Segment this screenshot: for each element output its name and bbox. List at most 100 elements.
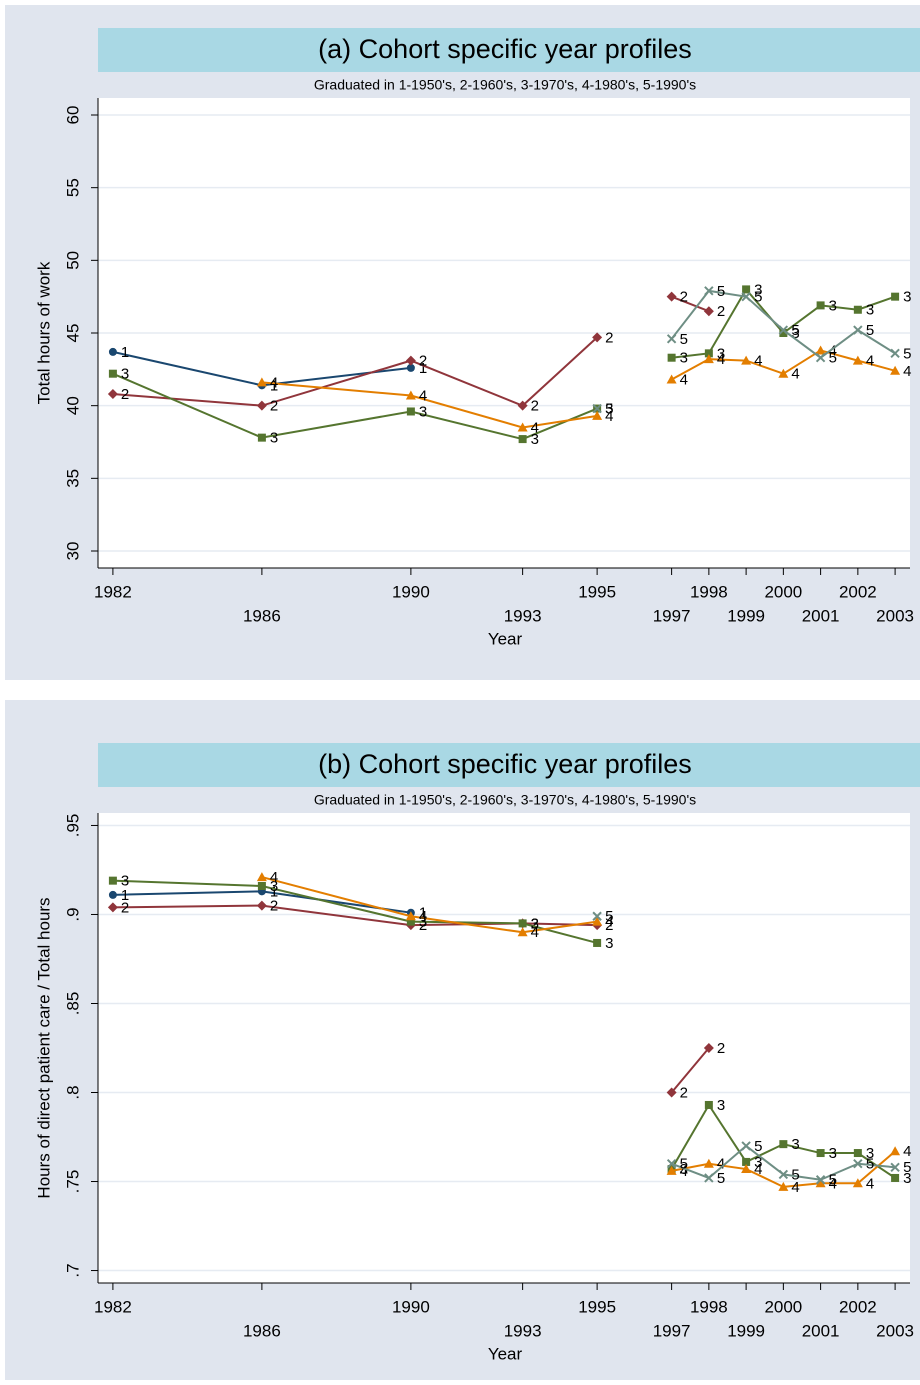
point-label: 2 <box>680 289 688 306</box>
x-tick-label: 1995 <box>578 1297 616 1316</box>
point <box>890 365 901 375</box>
point-label: 2 <box>419 353 427 370</box>
point <box>592 911 602 921</box>
x-tick-label: 1993 <box>504 606 542 625</box>
point <box>517 400 528 411</box>
point <box>704 286 714 296</box>
point <box>108 890 117 899</box>
point-label: 3 <box>866 1145 874 1162</box>
point-label: 2 <box>270 398 278 415</box>
point-label: 3 <box>121 366 129 383</box>
chart-title: (b) Cohort specific year profiles <box>318 749 692 779</box>
point-label: 1 <box>419 905 427 922</box>
point <box>667 353 676 362</box>
point-label: 4 <box>717 1156 725 1173</box>
y-tick-label: .75 <box>63 1170 82 1194</box>
y-tick-label: 55 <box>63 178 82 197</box>
point-label: 4 <box>531 419 539 436</box>
x-tick-label: 2000 <box>764 1297 802 1316</box>
point <box>815 345 826 355</box>
x-tick-label: 1995 <box>578 582 616 601</box>
point <box>517 927 528 937</box>
point-label: 5 <box>903 1159 911 1176</box>
point <box>815 1178 826 1188</box>
point <box>778 368 789 378</box>
point <box>518 919 527 928</box>
point <box>815 1175 826 1185</box>
point <box>703 354 714 364</box>
point-label: 3 <box>903 1170 911 1187</box>
x-tick-label: 1993 <box>504 1321 542 1340</box>
point <box>704 1173 714 1183</box>
x-tick-label: 1998 <box>690 1297 728 1316</box>
point-label: 4 <box>829 1175 837 1192</box>
point <box>108 369 117 378</box>
point <box>815 352 826 363</box>
point <box>741 1141 751 1151</box>
y-axis-title: Hours of direct patient care / Total hou… <box>34 897 53 1198</box>
point-label: 4 <box>754 1161 762 1178</box>
point <box>890 1162 900 1172</box>
x-tick-label: 1998 <box>690 582 728 601</box>
point <box>256 400 267 411</box>
point-label: 4 <box>419 387 427 404</box>
point <box>778 1169 789 1180</box>
point-label: 2 <box>121 899 129 916</box>
point-label: 4 <box>829 342 837 359</box>
point-label: 3 <box>717 1097 725 1114</box>
point-label: 5 <box>717 283 725 300</box>
point <box>666 1087 677 1098</box>
point-label: 4 <box>680 1163 688 1180</box>
point-label: 3 <box>791 325 799 342</box>
point <box>666 374 677 384</box>
point <box>852 355 863 365</box>
point-label: 4 <box>866 1175 874 1192</box>
point-label: 3 <box>791 1136 799 1153</box>
point-label: 4 <box>605 408 613 425</box>
point-label: 1 <box>121 344 129 361</box>
point <box>256 377 267 387</box>
x-tick-label: 1982 <box>94 1297 132 1316</box>
y-tick-label: .8 <box>63 1085 82 1099</box>
y-tick-label: 30 <box>63 542 82 561</box>
point <box>666 291 677 302</box>
point-label: 3 <box>270 430 278 447</box>
point-label: 1 <box>121 887 129 904</box>
point-label: 4 <box>866 353 874 370</box>
point <box>890 348 900 359</box>
point-label: 2 <box>531 398 539 415</box>
x-tick-label: 1982 <box>94 582 132 601</box>
point-label: 3 <box>866 302 874 319</box>
point <box>778 1181 789 1191</box>
x-tick-label: 1986 <box>243 606 281 625</box>
y-axis-title: Total hours of work <box>34 261 53 404</box>
point-label: 1 <box>270 377 278 394</box>
point-label: 3 <box>680 350 688 367</box>
y-tick-label: .85 <box>63 992 82 1016</box>
point-label: 5 <box>717 1170 725 1187</box>
point <box>256 900 267 911</box>
x-tick-label: 1990 <box>392 1297 430 1316</box>
point <box>741 291 751 302</box>
point-label: 2 <box>419 917 427 934</box>
x-tick-label: 2001 <box>802 606 840 625</box>
point <box>703 1158 714 1168</box>
point-label: 5 <box>754 1138 762 1155</box>
y-tick-label: 50 <box>63 251 82 270</box>
point <box>778 325 789 335</box>
point <box>592 332 603 343</box>
point-label: 5 <box>866 322 874 339</box>
point-label: 5 <box>680 331 688 348</box>
point-label: 5 <box>791 1166 799 1183</box>
point <box>592 403 602 414</box>
point-label: 2 <box>270 898 278 915</box>
point <box>108 876 117 885</box>
point-label: 5 <box>791 322 799 339</box>
point <box>593 938 602 947</box>
point <box>256 872 267 882</box>
x-tick-label: 1999 <box>727 606 765 625</box>
x-tick-label: 1990 <box>392 582 430 601</box>
point-label: 3 <box>419 914 427 931</box>
point-label: 1 <box>419 360 427 377</box>
